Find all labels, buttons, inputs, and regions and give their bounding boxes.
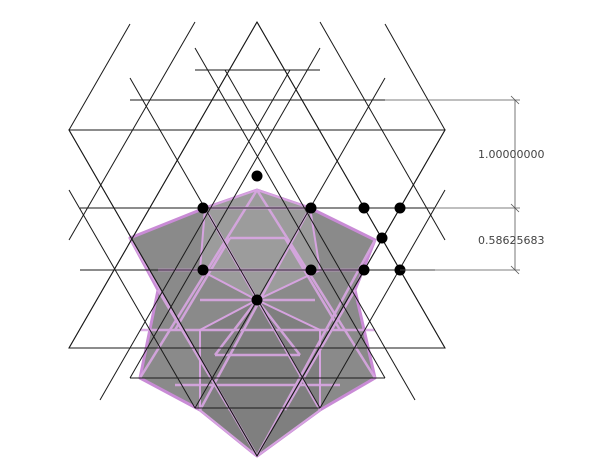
lattice-point (251, 170, 263, 182)
lattice-point (305, 264, 317, 276)
lattice-point (358, 202, 370, 214)
lattice-point (394, 202, 406, 214)
lattice-point (197, 202, 209, 214)
lattice-point (251, 294, 263, 306)
lattice-point (376, 232, 388, 244)
triangular-grid (68, 20, 446, 458)
lattice-point (358, 264, 370, 276)
dimension-label-lower: 0.58625683 (478, 234, 544, 247)
lattice-point (305, 202, 317, 214)
dimension-annotations (385, 95, 520, 275)
dimension-label-upper: 1.00000000 (478, 148, 544, 161)
star-polyhedron (128, 188, 377, 458)
lattice-point (197, 264, 209, 276)
